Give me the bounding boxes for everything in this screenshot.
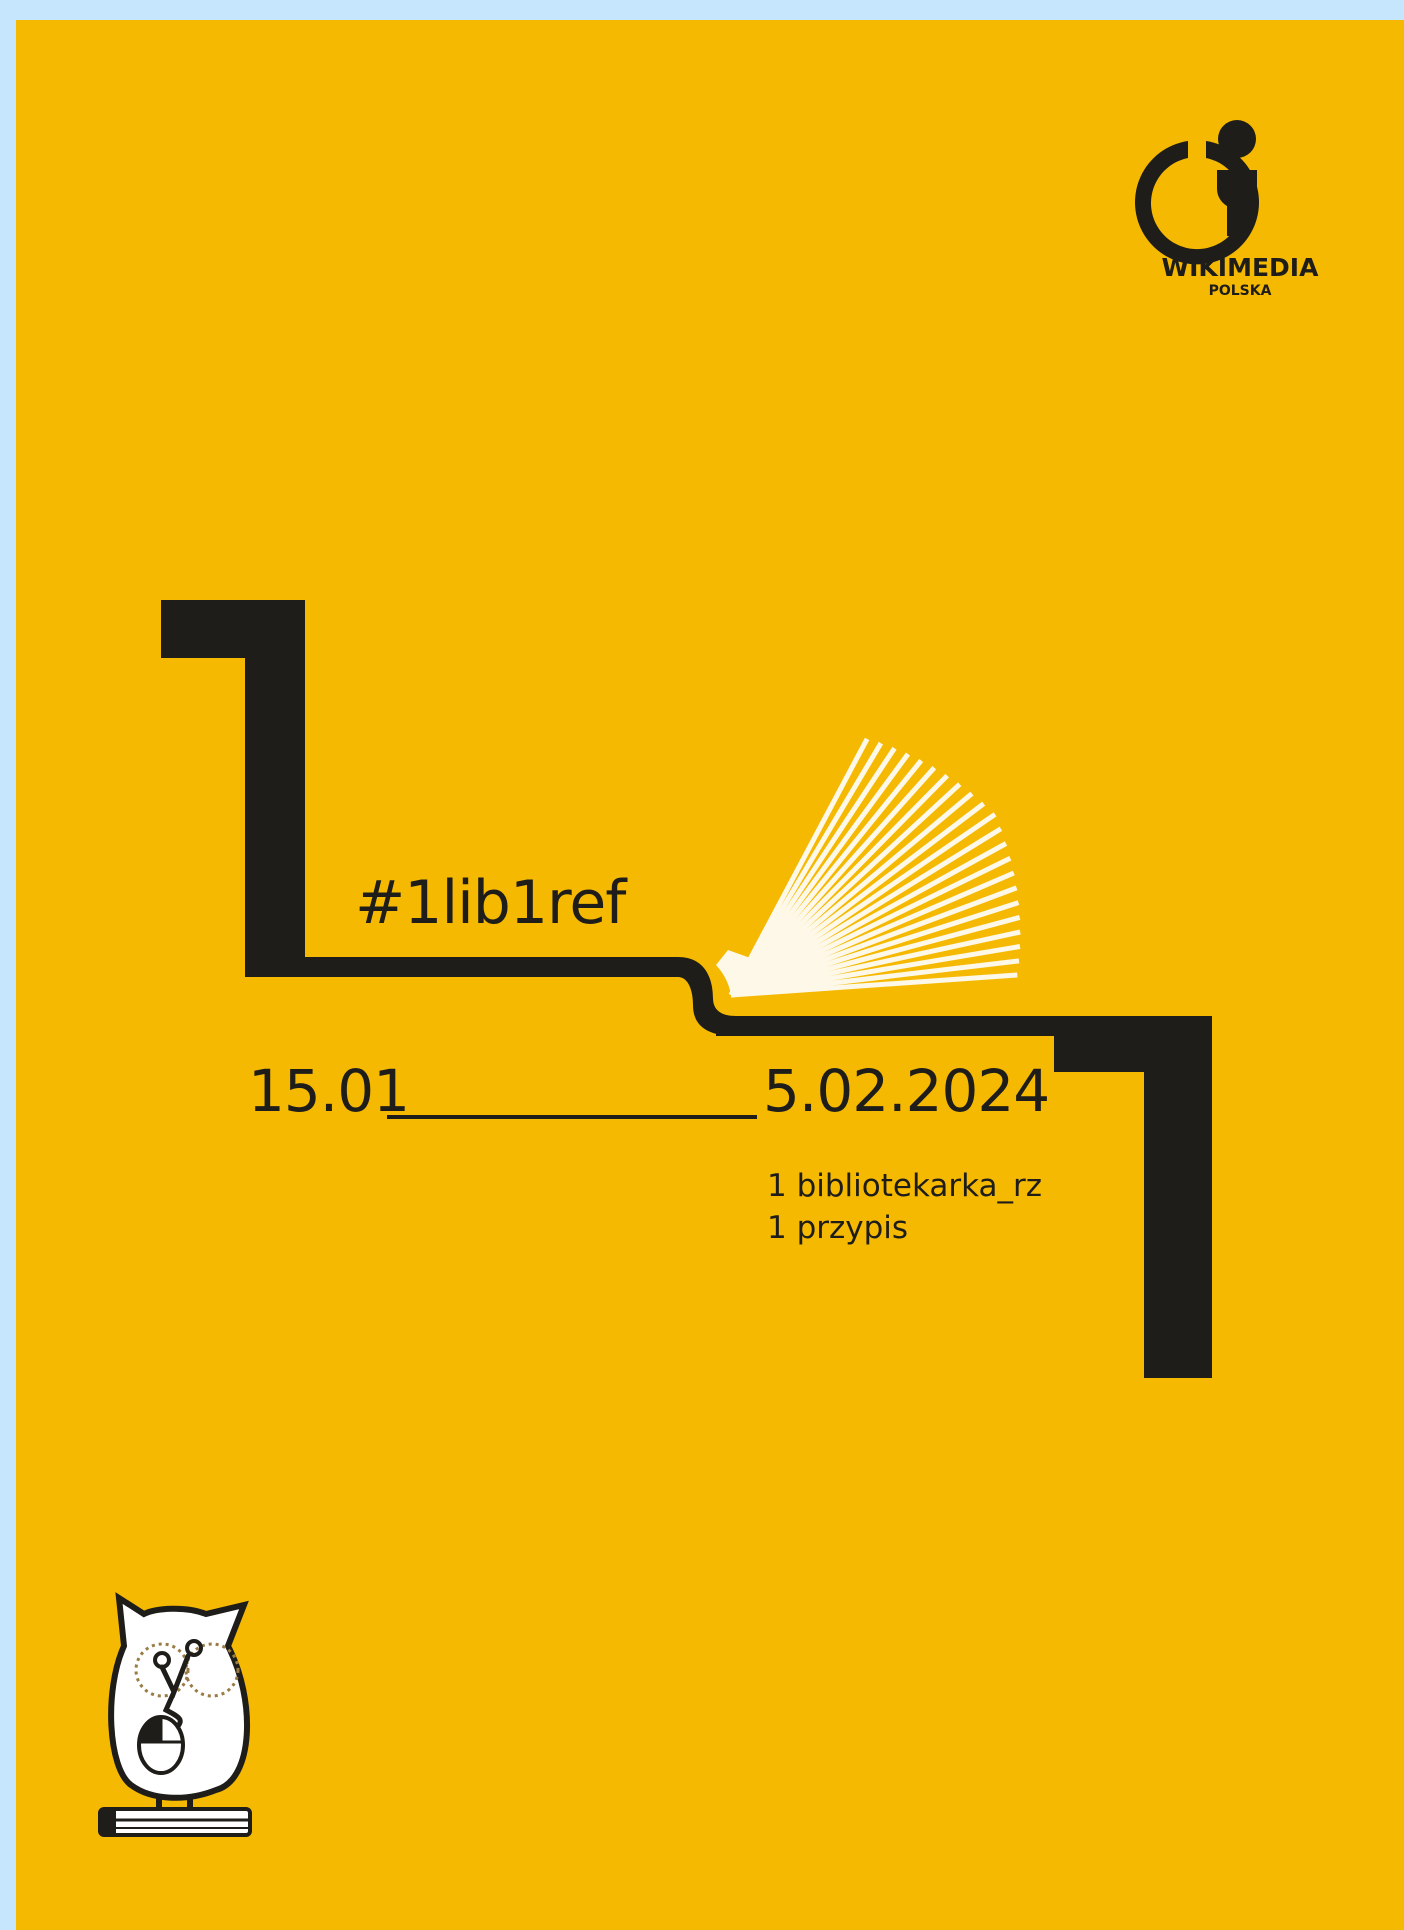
end-date: 5.02.2024 (763, 1057, 1050, 1125)
wikimedia-logo-name: WIKIMEDIA (1161, 253, 1319, 282)
book-page (729, 801, 986, 997)
tagline-line-2: 1 przypis (767, 1210, 909, 1246)
poster-artwork (98, 120, 1259, 1837)
wikimedia-logo-subtitle: POLSKA (1208, 283, 1272, 299)
wikimedia-logo-icon (1134, 120, 1259, 265)
date-underline (387, 1115, 757, 1119)
book-page (729, 791, 974, 997)
owl-mascot-icon (98, 1592, 252, 1837)
book-page (730, 972, 1018, 998)
book-page (729, 841, 1008, 998)
book-page (729, 812, 997, 998)
tagline-line-1: 1 bibliotekarka_rz (767, 1168, 1043, 1204)
hashtag-text: #1lib1ref (355, 868, 626, 938)
open-book-fan-icon (716, 737, 1021, 998)
left-step-shape (161, 600, 678, 977)
poster: #1lib1ref 15.01 5.02.2024 1 bibliotekark… (16, 20, 1404, 1930)
book-page (729, 782, 962, 997)
start-date: 15.01 (248, 1057, 410, 1125)
book-page (729, 826, 1003, 998)
right-step-shape (716, 1016, 1212, 1378)
